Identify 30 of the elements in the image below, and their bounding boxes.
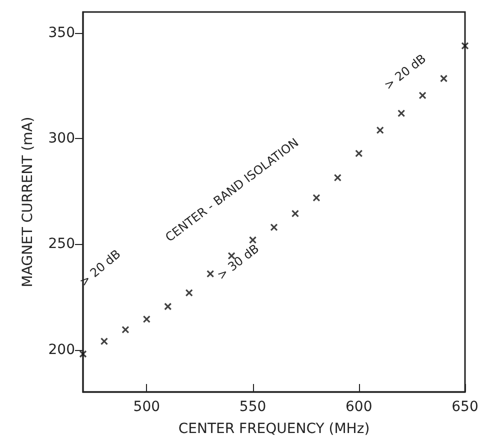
y-axis-title: MAGNET CURRENT (mA) [20,116,36,288]
point [185,288,193,297]
point [270,224,278,232]
point [461,42,469,50]
point [376,126,384,134]
point [248,236,257,244]
point [79,350,87,358]
y-tick-label: 350 [48,25,75,42]
point [142,315,150,323]
point [291,210,300,218]
point [206,270,214,278]
point [440,74,448,82]
x-tick-label: 600 [346,399,372,415]
point [398,110,406,118]
x-axis-title: CENTER FREQUENCY (MHz) [178,421,370,437]
y-tick-label: 300 [48,130,75,147]
y-tick-label: 200 [48,342,75,358]
x-tick-label: 650 [452,399,478,415]
point [122,326,130,334]
point [312,194,320,202]
annotation: > 20 dB [381,51,429,93]
point [418,92,426,100]
y-tick-label: 250 [48,236,75,252]
annotation: > 30 dB [214,241,262,283]
x-tick-label: 550 [239,399,266,415]
x-tick-label: 500 [133,399,160,415]
point [334,174,342,182]
point [100,338,108,346]
point [164,302,172,310]
point [355,150,363,158]
